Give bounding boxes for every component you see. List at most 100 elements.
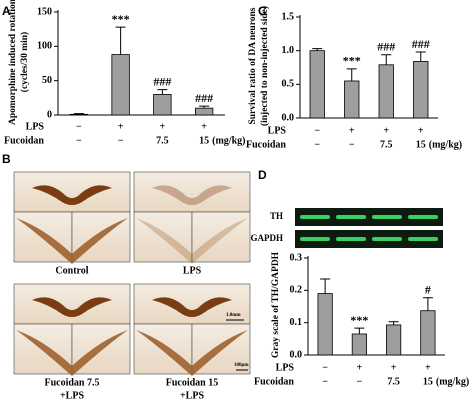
bar — [194, 107, 214, 116]
image-caption: Control — [55, 265, 88, 276]
image-caption: +LPS — [60, 390, 84, 401]
y-tick-label: 1.0 — [282, 45, 295, 56]
significance-label: ### — [153, 74, 171, 88]
x-table-row-label: Fucoidan — [254, 376, 294, 387]
bar — [69, 113, 89, 116]
y-tick-label: 0 — [47, 109, 52, 120]
bar — [351, 333, 367, 356]
error-bar — [73, 113, 84, 115]
stain — [16, 330, 128, 376]
y-tick-label: 0.0 — [290, 349, 303, 360]
stain — [136, 330, 248, 376]
image-caption: Fucoidan 15 — [166, 377, 219, 388]
bar — [378, 64, 394, 119]
panel-label: C — [258, 4, 267, 18]
error-bar — [346, 68, 357, 81]
x-table-unit: (mg/kg) — [212, 135, 245, 146]
micrograph — [191, 211, 251, 263]
x-table-cell: − — [76, 135, 82, 146]
blot-strip — [295, 230, 443, 248]
significance-label: *** — [112, 12, 130, 26]
error-bar — [415, 51, 426, 62]
x-table-cell: 15 — [199, 135, 209, 146]
significance-label: *** — [343, 54, 361, 68]
blot-band — [300, 215, 330, 219]
significance-label: *** — [350, 313, 368, 327]
significance-label: ### — [377, 39, 395, 53]
bar — [420, 310, 436, 356]
blot-label: GAPDH — [251, 233, 284, 243]
panel-label: B — [2, 152, 11, 166]
bar — [344, 80, 360, 119]
blot-band — [372, 215, 402, 219]
error-bar — [312, 48, 323, 51]
blot-band — [336, 215, 366, 219]
x-table-cell: − — [322, 362, 328, 373]
micrograph — [13, 283, 131, 325]
x-table-cell: + — [118, 121, 124, 132]
stain — [32, 185, 112, 205]
significance-label: ### — [412, 37, 430, 51]
x-table-cell: + — [349, 125, 355, 136]
x-table-row-label: LPS — [268, 125, 287, 136]
bar — [111, 54, 130, 116]
micrograph — [13, 171, 131, 213]
y-tick-label: 0.5 — [282, 79, 295, 90]
x-table-cell: + — [383, 125, 389, 136]
error-bar — [157, 89, 168, 95]
bar — [309, 50, 325, 119]
significance-label: # — [425, 283, 431, 297]
x-table-cell: − — [76, 121, 82, 132]
blot-strip — [295, 208, 443, 226]
y-tick-label: 1.5 — [282, 11, 295, 22]
stain — [152, 185, 232, 205]
x-table-cell: + — [425, 362, 431, 373]
blot-band — [300, 237, 330, 241]
x-table-cell: 7.5 — [156, 135, 169, 146]
bar — [153, 94, 172, 116]
x-table-cell: − — [118, 135, 124, 146]
blot-band — [408, 215, 438, 219]
y-tick-label: 50 — [42, 75, 52, 86]
x-table-row-label: Fucoidan — [4, 135, 44, 146]
x-table-cell: − — [314, 139, 320, 150]
error-bar — [422, 297, 433, 311]
x-table-cell: − — [314, 125, 320, 136]
blot-band — [372, 237, 402, 241]
y-tick-label: 100 — [37, 41, 52, 52]
stain — [16, 218, 128, 264]
y-tick-label: 0.2 — [290, 285, 303, 296]
micrograph — [133, 283, 251, 325]
panel-label: A — [2, 4, 11, 18]
y-axis-label: Gray scale of TH/GAPDH — [271, 251, 281, 358]
scale-bar-label: 100μm — [234, 363, 249, 368]
x-table-cell: 15 — [416, 139, 426, 150]
blot-label: TH — [270, 211, 283, 221]
x-table-cell: 15 — [423, 376, 433, 387]
stain — [136, 218, 248, 264]
error-bar — [115, 26, 126, 55]
x-table-cell: + — [201, 121, 207, 132]
x-table-row-label: Fucoidan — [246, 139, 286, 150]
error-bar — [320, 278, 331, 294]
significance-label: ### — [195, 91, 213, 105]
stain — [152, 297, 232, 317]
image-caption: LPS — [183, 265, 202, 276]
error-bar — [388, 321, 399, 325]
x-table-cell: + — [418, 125, 424, 136]
error-bar — [381, 54, 392, 65]
image-caption: Fucoidan 7.5 — [44, 377, 99, 388]
y-axis-label: Survival ratio of DA neurons — [248, 7, 258, 124]
x-table-cell: − — [357, 376, 363, 387]
bar — [386, 324, 402, 356]
y-tick-label: 0.0 — [282, 112, 295, 123]
error-bar — [354, 327, 365, 334]
y-tick-label: 0.3 — [290, 252, 303, 263]
x-table-cell: + — [357, 362, 363, 373]
y-tick-label: 150 — [37, 6, 52, 17]
x-table-unit: (mg/kg) — [436, 376, 469, 387]
stain — [32, 297, 112, 317]
y-axis-label: (injected to non-injected side) — [259, 6, 270, 126]
blot-band — [408, 237, 438, 241]
